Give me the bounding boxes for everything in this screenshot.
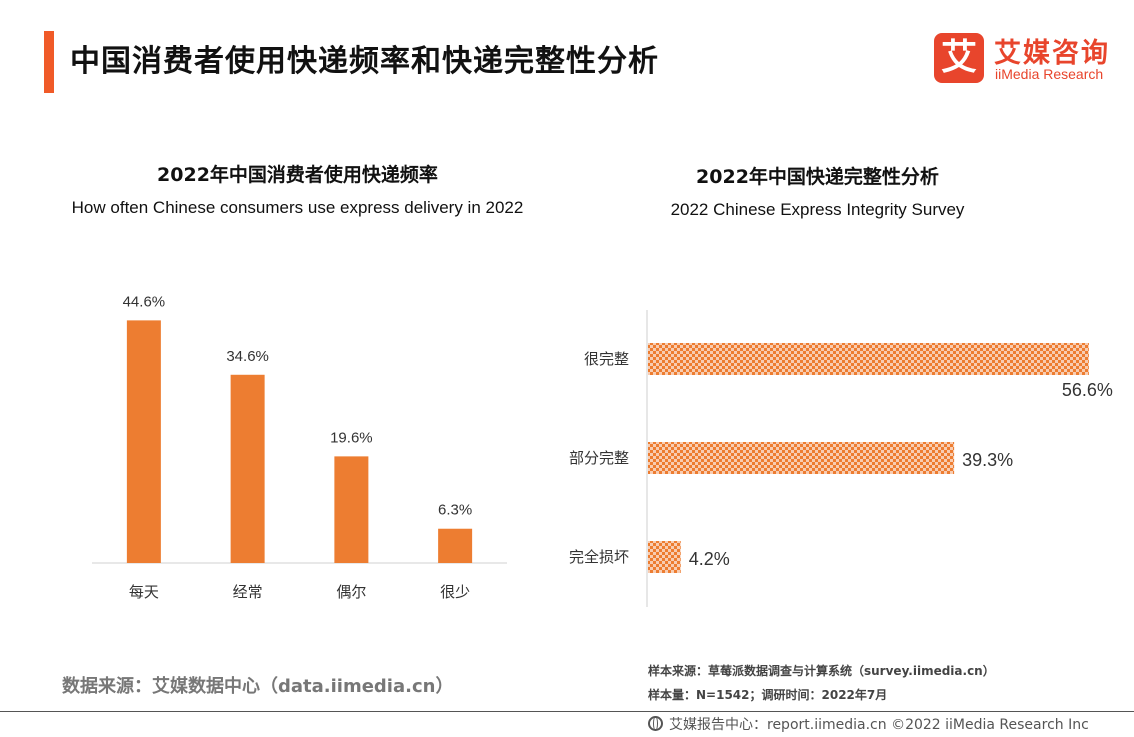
title-accent-bar	[44, 31, 54, 93]
iimedia-logo: 艾 艾媒咨询 iiMedia Research	[934, 33, 1124, 89]
bar-1	[230, 374, 265, 563]
category-label-3: 很少	[440, 583, 470, 601]
data-label-1: 34.6%	[226, 348, 269, 365]
page-title: 中国消费者使用快递频率和快递完整性分析	[70, 44, 659, 79]
report-center-text: 艾媒报告中心：report.iimedia.cn ©2022 iiMedia R…	[669, 717, 1089, 733]
logo-en-text: iiMedia Research	[995, 66, 1104, 82]
data-label-0: 56.6%	[1062, 380, 1113, 400]
data-source: 数据来源：艾媒数据中心（data.iimedia.cn）	[62, 676, 454, 697]
category-label-0: 每天	[129, 583, 159, 601]
frequency-bar-chart: 44.6% 每天 34.6% 经常 19.6% 偶尔 6.3% 很少	[92, 293, 507, 601]
logo-mark: 艾	[934, 33, 984, 83]
category-label-1: 经常	[233, 583, 263, 601]
bar-2	[648, 541, 681, 573]
report-center-footer: 艾媒报告中心：report.iimedia.cn ©2022 iiMedia R…	[648, 714, 1089, 734]
data-label-1: 39.3%	[962, 450, 1013, 470]
category-label-0: 很完整	[584, 350, 629, 368]
integrity-bar-chart: 很完整 56.6% 部分完整 39.3% 完全损坏 4.2%	[569, 310, 1113, 607]
right-chart-title: 2022年中国快递完整性分析	[696, 166, 939, 188]
data-label-0: 44.6%	[123, 293, 166, 310]
category-label-1: 部分完整	[569, 449, 629, 467]
bar-3	[438, 528, 473, 563]
globe-icon	[648, 716, 663, 731]
bar-1	[648, 442, 955, 474]
data-label-3: 6.3%	[438, 502, 472, 519]
right-chart-subtitle: 2022 Chinese Express Integrity Survey	[670, 200, 965, 219]
logo-cn-text: 艾媒咨询	[994, 38, 1110, 69]
data-label-2: 19.6%	[330, 429, 373, 446]
data-label-2: 4.2%	[689, 549, 730, 569]
left-chart-subtitle: How often Chinese consumers use express …	[71, 198, 524, 217]
bar-2	[334, 456, 369, 563]
category-label-2: 完全损坏	[569, 548, 629, 566]
category-label-2: 偶尔	[336, 583, 366, 601]
left-chart-title: 2022年中国消费者使用快递频率	[157, 164, 438, 186]
footer-divider	[0, 711, 1134, 712]
bar-0	[648, 343, 1089, 375]
sample-source: 样本来源：草莓派数据调查与计算系统（survey.iimedia.cn）	[648, 664, 995, 678]
sample-size: 样本量：N=1542；调研时间：2022年7月	[648, 688, 888, 702]
bar-0	[126, 320, 161, 563]
